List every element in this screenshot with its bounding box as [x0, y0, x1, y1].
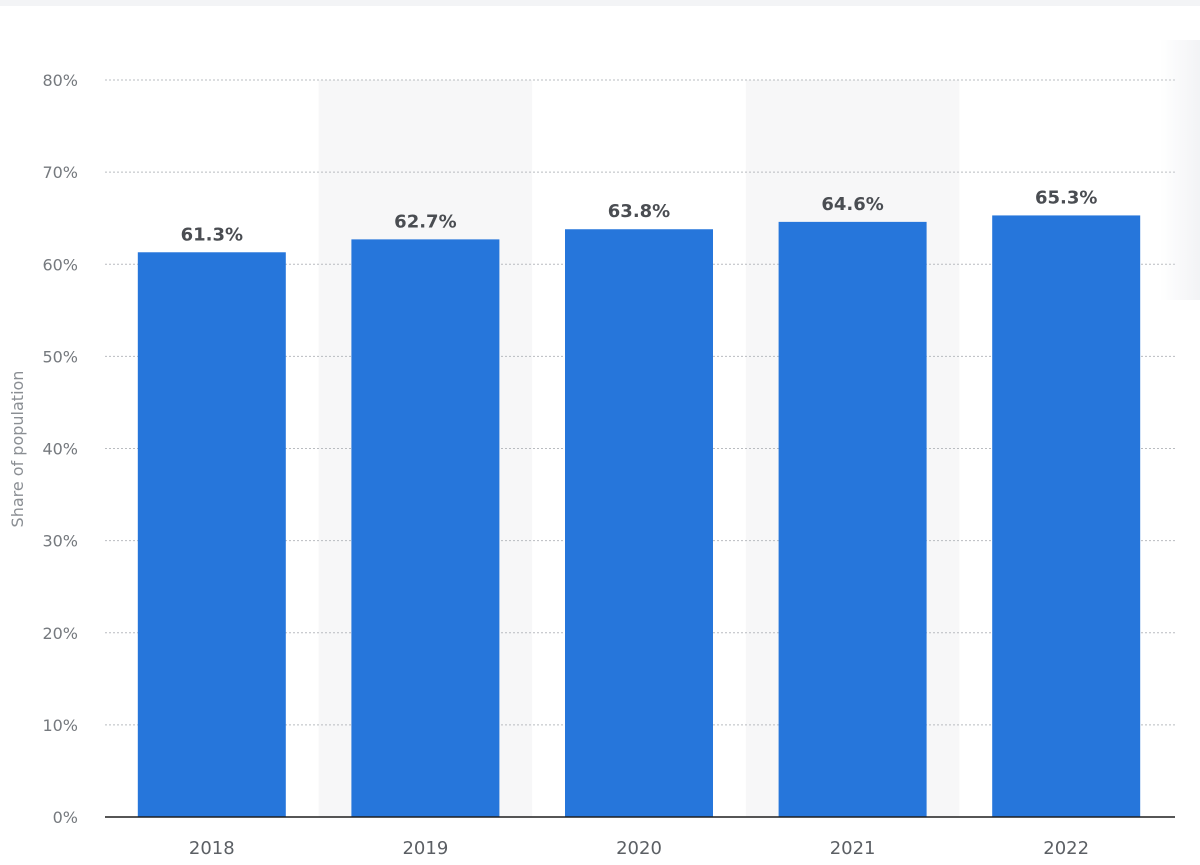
y-tick-label: 20% [42, 624, 78, 643]
x-tick-label-2019: 2019 [402, 838, 448, 859]
y-axis-tick-labels: 0% 10% 20% 30% 40% 50% 60% 70% 80% [42, 71, 78, 827]
x-tick-label-2018: 2018 [189, 838, 235, 859]
bar-2019[interactable] [351, 239, 500, 818]
bar-2022[interactable] [992, 215, 1141, 817]
y-tick-label: 30% [42, 532, 78, 551]
y-tick-label: 80% [42, 71, 78, 90]
bar-2018[interactable] [137, 252, 286, 817]
y-tick-label: 0% [53, 808, 78, 827]
y-tick-label: 50% [42, 347, 78, 366]
y-tick-label: 40% [42, 440, 78, 459]
x-tick-label-2020: 2020 [616, 838, 662, 859]
y-tick-label: 60% [42, 255, 78, 274]
right-edge-shadow [1160, 40, 1200, 300]
value-label-2021: 64.6% [821, 194, 883, 215]
bar-2020[interactable] [565, 229, 713, 817]
x-tick-label-2021: 2021 [830, 838, 876, 859]
x-axis-tick-labels: 2018 2019 2020 2021 2022 [189, 838, 1089, 859]
top-strip [0, 0, 1200, 6]
value-labels: 61.3% 62.7% 63.8% 64.6% 65.3% [181, 187, 1098, 245]
bars [137, 215, 1141, 818]
x-tick-label-2022: 2022 [1043, 838, 1089, 859]
y-tick-label: 10% [42, 716, 78, 735]
y-tick-label: 70% [42, 163, 78, 182]
value-label-2020: 63.8% [608, 201, 670, 222]
bar-2021[interactable] [778, 221, 927, 817]
y-axis-title: Share of population [8, 371, 27, 528]
value-label-2022: 65.3% [1035, 187, 1097, 208]
value-label-2018: 61.3% [181, 224, 243, 245]
value-label-2019: 62.7% [394, 211, 456, 232]
